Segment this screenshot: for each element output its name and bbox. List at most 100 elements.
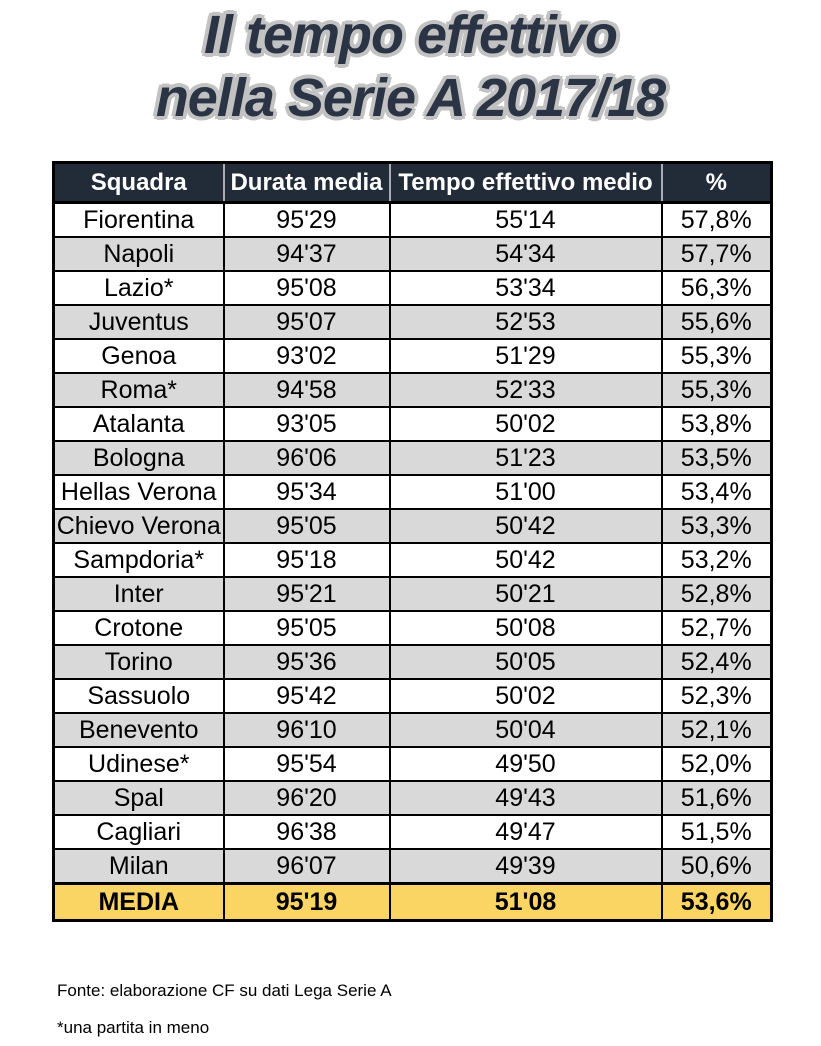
- pct-cell: 51,6%: [660, 780, 773, 816]
- team-cell: Crotone: [52, 610, 225, 646]
- tempo-cell: 50'08: [388, 610, 663, 646]
- tempo-cell: 50'42: [388, 542, 663, 578]
- page-title: Il tempo effettivo nella Serie A 2017/18: [0, 4, 821, 130]
- team-cell: Lazio*: [52, 270, 225, 306]
- table-row: Napoli 94'37 54'34 57,7%: [52, 236, 773, 272]
- column-header-percent: %: [660, 162, 772, 204]
- team-cell: Juventus: [52, 304, 225, 340]
- table-row: Hellas Verona 95'34 51'00 53,4%: [52, 474, 773, 510]
- effective-time-table: Squadra Durata media Tempo effettivo med…: [52, 161, 773, 922]
- durata-cell: 96'20: [222, 780, 391, 816]
- table-row: Lazio* 95'08 53'34 56,3%: [52, 270, 773, 306]
- table-row: Torino 95'36 50'05 52,4%: [52, 644, 773, 680]
- table-row: Sassuolo 95'42 50'02 52,3%: [52, 678, 773, 714]
- tempo-cell: 50'05: [388, 644, 663, 680]
- pct-cell: 53,3%: [660, 508, 773, 544]
- durata-cell: 95'18: [222, 542, 391, 578]
- table-row: Atalanta 93'05 50'02 53,8%: [52, 406, 773, 442]
- team-cell: Benevento: [52, 712, 225, 748]
- column-header-squadra: Squadra: [53, 162, 224, 204]
- pct-cell: 52,3%: [660, 678, 773, 714]
- pct-cell: 52,0%: [660, 746, 773, 782]
- table-row: Genoa 93'02 51'29 55,3%: [52, 338, 773, 374]
- durata-cell: 95'29: [222, 201, 391, 238]
- media-team-cell: MEDIA: [52, 882, 225, 922]
- table-footer: MEDIA 95'19 51'08 53,6%: [52, 882, 773, 922]
- pct-cell: 55,3%: [660, 372, 773, 408]
- media-tempo-cell: 51'08: [388, 882, 663, 922]
- team-cell: Fiorentina: [52, 201, 225, 238]
- pct-cell: 53,4%: [660, 474, 773, 510]
- durata-cell: 95'07: [222, 304, 391, 340]
- tempo-cell: 51'29: [388, 338, 663, 374]
- table-row: Chievo Verona 95'05 50'42 53,3%: [52, 508, 773, 544]
- durata-cell: 96'07: [222, 848, 391, 885]
- durata-cell: 95'05: [222, 610, 391, 646]
- tempo-cell: 53'34: [388, 270, 663, 306]
- team-cell: Napoli: [52, 236, 225, 272]
- pct-cell: 55,6%: [660, 304, 773, 340]
- page-title-line-1: Il tempo effettivo: [203, 5, 618, 65]
- asterisk-note: *una partita in meno: [57, 1018, 210, 1037]
- team-cell: Inter: [52, 576, 225, 612]
- table-row: Fiorentina 95'29 55'14 57,8%: [52, 201, 773, 238]
- tempo-cell: 49'39: [388, 848, 663, 885]
- table-row: Juventus 95'07 52'53 55,6%: [52, 304, 773, 340]
- durata-cell: 95'05: [222, 508, 391, 544]
- team-cell: Milan: [52, 848, 225, 885]
- team-cell: Roma*: [52, 372, 225, 408]
- pct-cell: 56,3%: [660, 270, 773, 306]
- team-cell: Genoa: [52, 338, 225, 374]
- pct-cell: 51,5%: [660, 814, 773, 850]
- tempo-cell: 55'14: [388, 201, 663, 238]
- pct-cell: 57,8%: [660, 201, 773, 238]
- page-title-line-2: nella Serie A 2017/18: [155, 68, 666, 128]
- team-cell: Sampdoria*: [52, 542, 225, 578]
- durata-cell: 95'08: [222, 270, 391, 306]
- tempo-cell: 49'43: [388, 780, 663, 816]
- tempo-cell: 49'47: [388, 814, 663, 850]
- table-header-row: Squadra Durata media Tempo effettivo med…: [53, 162, 772, 204]
- tempo-cell: 51'00: [388, 474, 663, 510]
- team-cell: Torino: [52, 644, 225, 680]
- team-cell: Cagliari: [52, 814, 225, 850]
- media-durata-cell: 95'19: [222, 882, 391, 922]
- media-row: MEDIA 95'19 51'08 53,6%: [52, 882, 773, 922]
- table-row: Milan 96'07 49'39 50,6%: [52, 848, 773, 885]
- table-body: Fiorentina 95'29 55'14 57,8% Napoli 94'37 54'3…: [52, 201, 773, 885]
- pct-cell: 53,2%: [660, 542, 773, 578]
- team-cell: Atalanta: [52, 406, 225, 442]
- team-cell: Hellas Verona: [52, 474, 225, 510]
- table-row: Sampdoria* 95'18 50'42 53,2%: [52, 542, 773, 578]
- pct-cell: 53,8%: [660, 406, 773, 442]
- tempo-cell: 52'53: [388, 304, 663, 340]
- table-row: Udinese* 95'54 49'50 52,0%: [52, 746, 773, 782]
- pct-cell: 57,7%: [660, 236, 773, 272]
- tempo-cell: 54'34: [388, 236, 663, 272]
- durata-cell: 96'10: [222, 712, 391, 748]
- tempo-cell: 52'33: [388, 372, 663, 408]
- tempo-cell: 49'50: [388, 746, 663, 782]
- table-row: Bologna 96'06 51'23 53,5%: [52, 440, 773, 476]
- durata-cell: 94'58: [222, 372, 391, 408]
- durata-cell: 93'02: [222, 338, 391, 374]
- team-cell: Spal: [52, 780, 225, 816]
- table-row: Benevento 96'10 50'04 52,1%: [52, 712, 773, 748]
- pct-cell: 52,1%: [660, 712, 773, 748]
- durata-cell: 95'36: [222, 644, 391, 680]
- table-row: Crotone 95'05 50'08 52,7%: [52, 610, 773, 646]
- table-row: Spal 96'20 49'43 51,6%: [52, 780, 773, 816]
- tempo-cell: 50'02: [388, 678, 663, 714]
- source-note: Fonte: elaborazione CF su dati Lega Seri…: [57, 981, 392, 1000]
- durata-cell: 94'37: [222, 236, 391, 272]
- durata-cell: 96'38: [222, 814, 391, 850]
- tempo-cell: 50'42: [388, 508, 663, 544]
- tempo-cell: 50'21: [388, 576, 663, 612]
- durata-cell: 95'21: [222, 576, 391, 612]
- pct-cell: 52,8%: [660, 576, 773, 612]
- pct-cell: 52,4%: [660, 644, 773, 680]
- durata-cell: 93'05: [222, 406, 391, 442]
- team-cell: Udinese*: [52, 746, 225, 782]
- pct-cell: 53,5%: [660, 440, 773, 476]
